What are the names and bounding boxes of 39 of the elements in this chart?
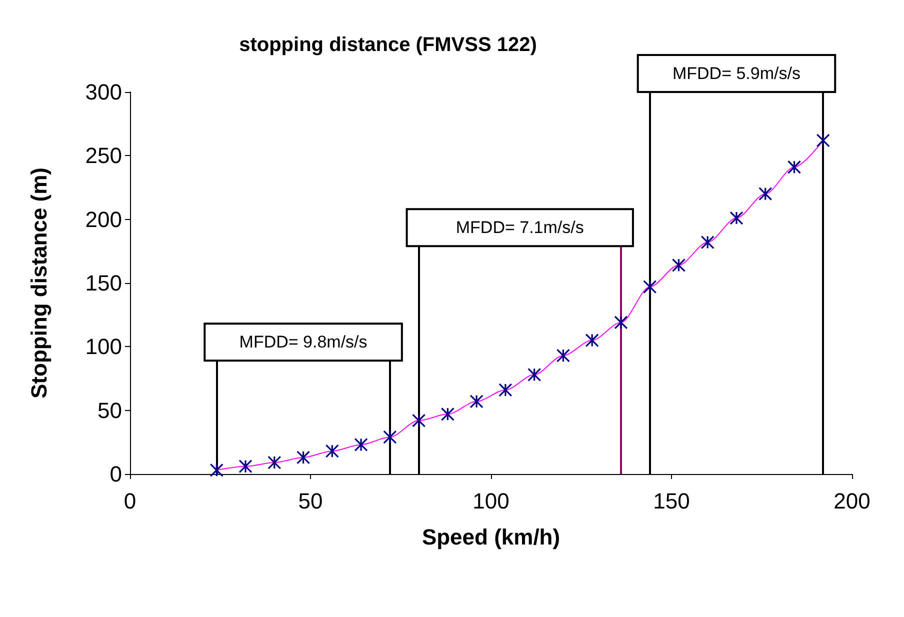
- y-tick-label: 50: [98, 398, 122, 423]
- annotation: MFDD= 7.1m/s/s: [456, 218, 584, 238]
- point: [238, 460, 252, 474]
- point: [296, 450, 310, 464]
- y-tick-label: 0: [110, 462, 122, 486]
- annotation: MFDD= 9.8m/s/s: [239, 332, 368, 352]
- point: [325, 444, 339, 458]
- x-tick-label: 50: [298, 488, 323, 514]
- y-tick-label: 150: [85, 270, 122, 296]
- point: [556, 348, 570, 362]
- point: [758, 187, 772, 201]
- point: [730, 211, 744, 225]
- x-tick-label: 200: [834, 488, 870, 514]
- point: [354, 438, 368, 452]
- point: [787, 160, 802, 174]
- point: [528, 368, 542, 382]
- point: [210, 463, 224, 477]
- y-tick-label: 300: [85, 80, 122, 104]
- point: [700, 235, 714, 250]
- chart-title: stopping distance (FMVSS 122): [239, 34, 537, 56]
- point: [268, 456, 282, 470]
- point: [672, 258, 686, 272]
- x-tick-label: 150: [653, 488, 690, 514]
- text: MFDD= 5.9m/s/s: [672, 64, 800, 83]
- y-tick-label: 100: [85, 334, 122, 360]
- point: [440, 407, 454, 421]
- point: [585, 334, 599, 348]
- point: [643, 280, 657, 294]
- y-axis-title: Stopping distance (m): [26, 168, 52, 398]
- point: [412, 414, 426, 428]
- point: [614, 316, 628, 330]
- point: [470, 394, 484, 408]
- x-axis-title: Speed (km/h): [422, 524, 560, 550]
- y-tick-label: 200: [85, 206, 122, 232]
- x-tick-label: 100: [472, 488, 510, 514]
- point: [383, 430, 397, 444]
- y-tick-label: 250: [85, 143, 122, 168]
- point: [816, 134, 830, 148]
- point: [498, 383, 512, 397]
